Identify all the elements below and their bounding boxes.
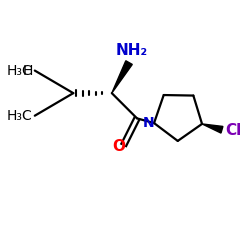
- Polygon shape: [112, 61, 132, 93]
- Text: H₃C: H₃C: [7, 64, 33, 78]
- Text: H₃C: H₃C: [7, 109, 33, 123]
- Text: Cl: Cl: [225, 123, 242, 138]
- Text: N: N: [142, 116, 154, 130]
- Text: O: O: [112, 139, 126, 154]
- Polygon shape: [202, 124, 223, 133]
- Text: H: H: [22, 64, 33, 78]
- Text: NH₂: NH₂: [116, 43, 148, 58]
